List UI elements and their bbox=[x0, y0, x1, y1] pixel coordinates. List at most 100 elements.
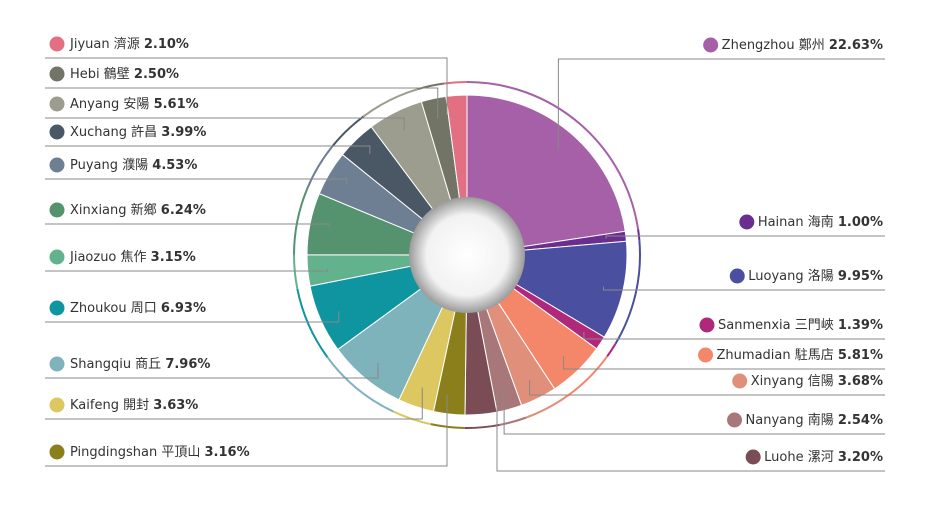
legend-dot bbox=[49, 444, 65, 460]
leader-line bbox=[602, 286, 885, 291]
slice-label: Nanyang 南陽 2.54% bbox=[746, 412, 883, 428]
label-name: Luoyang 洛陽 bbox=[748, 269, 834, 284]
legend-dot bbox=[732, 373, 748, 389]
label-name: Jiaozuo 焦作 bbox=[69, 250, 147, 265]
label-name: Xinxiang 新鄉 bbox=[70, 202, 157, 218]
leader-line bbox=[45, 394, 448, 467]
leader-line bbox=[496, 394, 885, 472]
slice-label: Hainan 海南 1.00% bbox=[758, 214, 883, 230]
outer-ring-arc bbox=[606, 343, 617, 358]
label-value: 6.24% bbox=[161, 203, 206, 218]
legend-dot bbox=[49, 96, 65, 112]
outer-ring-arc bbox=[525, 398, 563, 419]
slice-label: Xinxiang 新鄉 6.24% bbox=[70, 202, 206, 218]
leader-line bbox=[503, 389, 885, 435]
leader-line bbox=[45, 178, 348, 184]
slice-label: Shangqiu 商丘 7.96% bbox=[70, 357, 210, 372]
slice-label: Luohe 漯河 3.20% bbox=[764, 450, 883, 465]
leader-line bbox=[563, 356, 885, 370]
label-value: 5.81% bbox=[838, 348, 883, 363]
legend-dot bbox=[49, 36, 65, 52]
label-value: 22.63% bbox=[829, 38, 883, 53]
outer-ring-arc bbox=[293, 188, 309, 255]
legend-dot bbox=[49, 397, 65, 413]
legend-dot bbox=[745, 449, 761, 465]
legend-dot bbox=[698, 347, 714, 363]
leader-line bbox=[529, 380, 885, 396]
outer-ring-arc bbox=[444, 81, 468, 85]
outer-ring-arc bbox=[362, 88, 418, 118]
label-name: Xinyang 信陽 bbox=[751, 374, 834, 389]
outer-ring-arc bbox=[499, 416, 527, 426]
outer-ring-arc bbox=[637, 229, 641, 241]
legend-dot bbox=[49, 300, 65, 316]
leader-line bbox=[45, 223, 331, 228]
label-value: 2.50% bbox=[134, 67, 179, 82]
legend-dot bbox=[699, 317, 715, 333]
label-value: 4.53% bbox=[152, 158, 197, 173]
label-value: 7.96% bbox=[165, 357, 210, 372]
label-name: Anyang 安陽 bbox=[70, 97, 149, 112]
outer-ring-arc bbox=[393, 410, 431, 426]
slice-label: Pingdingshan 平頂山 3.16% bbox=[70, 445, 250, 460]
label-name: Luohe 漯河 bbox=[764, 450, 834, 465]
label-value: 2.54% bbox=[838, 413, 883, 428]
outer-ring-arc bbox=[466, 81, 640, 230]
leader-line bbox=[45, 117, 405, 130]
label-name: Pingdingshan 平頂山 bbox=[70, 445, 200, 460]
leader-line bbox=[605, 235, 885, 239]
label-name: Hainan 海南 bbox=[758, 214, 834, 230]
outer-ring-arc bbox=[561, 355, 608, 401]
legend-dot bbox=[739, 214, 755, 230]
label-value: 5.61% bbox=[154, 97, 199, 112]
label-value: 3.68% bbox=[838, 374, 883, 389]
leader-line bbox=[45, 145, 371, 155]
legend-dot bbox=[703, 37, 719, 53]
slice-label: Zhengzhou 鄭州 22.63% bbox=[722, 38, 883, 53]
slice-label: Anyang 安陽 5.61% bbox=[70, 97, 199, 112]
leader-line bbox=[45, 87, 439, 119]
slice-label: Xinyang 信陽 3.68% bbox=[751, 374, 883, 389]
legend-dot bbox=[49, 66, 65, 82]
outer-ring-arc bbox=[306, 145, 334, 189]
legend-dot bbox=[49, 202, 65, 218]
label-value: 3.20% bbox=[838, 450, 883, 465]
label-name: Shangqiu 商丘 bbox=[70, 357, 161, 372]
legend-dot bbox=[729, 268, 745, 284]
slice-label: Jiaozuo 焦作 3.15% bbox=[69, 250, 196, 265]
outer-ring-arc bbox=[292, 254, 299, 289]
label-name: Sanmenxia 三門峽 bbox=[718, 318, 834, 333]
slice-label: Kaifeng 開封 3.63% bbox=[70, 398, 198, 413]
leader-line bbox=[45, 363, 379, 379]
label-value: 3.16% bbox=[205, 445, 250, 460]
label-name: Zhoukou 周口 bbox=[70, 301, 157, 316]
label-name: Zhengzhou 鄭州 bbox=[722, 38, 825, 53]
leader-line bbox=[45, 311, 340, 323]
slice-label: Luoyang 洛陽 9.95% bbox=[748, 269, 883, 284]
label-value: 3.99% bbox=[161, 125, 206, 140]
outer-ring-arc bbox=[296, 288, 329, 358]
slice-label: Zhumadian 駐馬店 5.81% bbox=[717, 348, 883, 363]
outer-ring-arc bbox=[417, 82, 445, 91]
outer-ring-arc bbox=[326, 356, 394, 413]
legend-dot bbox=[49, 249, 65, 265]
slice-label: Puyang 濮陽 4.53% bbox=[70, 158, 197, 173]
label-value: 3.15% bbox=[151, 250, 196, 265]
legend-dot bbox=[49, 124, 65, 140]
label-value: 1.39% bbox=[838, 318, 883, 333]
slice-label: Hebi 鶴壁 2.50% bbox=[70, 66, 179, 82]
outer-ring-arc bbox=[464, 423, 500, 429]
label-value: 3.63% bbox=[153, 398, 198, 413]
label-value: 6.93% bbox=[161, 301, 206, 316]
donut-hole bbox=[409, 197, 525, 313]
label-name: Jiyuan 濟源 bbox=[69, 36, 140, 52]
label-value: 2.10% bbox=[144, 37, 189, 52]
legend-dot bbox=[727, 412, 743, 428]
outer-ring-arc bbox=[430, 423, 465, 429]
leader-line bbox=[583, 332, 885, 340]
label-name: Nanyang 南陽 bbox=[746, 412, 834, 428]
leader-line bbox=[45, 387, 423, 420]
label-value: 1.00% bbox=[838, 215, 883, 230]
leader-line bbox=[557, 58, 885, 149]
label-name: Kaifeng 開封 bbox=[70, 398, 149, 413]
